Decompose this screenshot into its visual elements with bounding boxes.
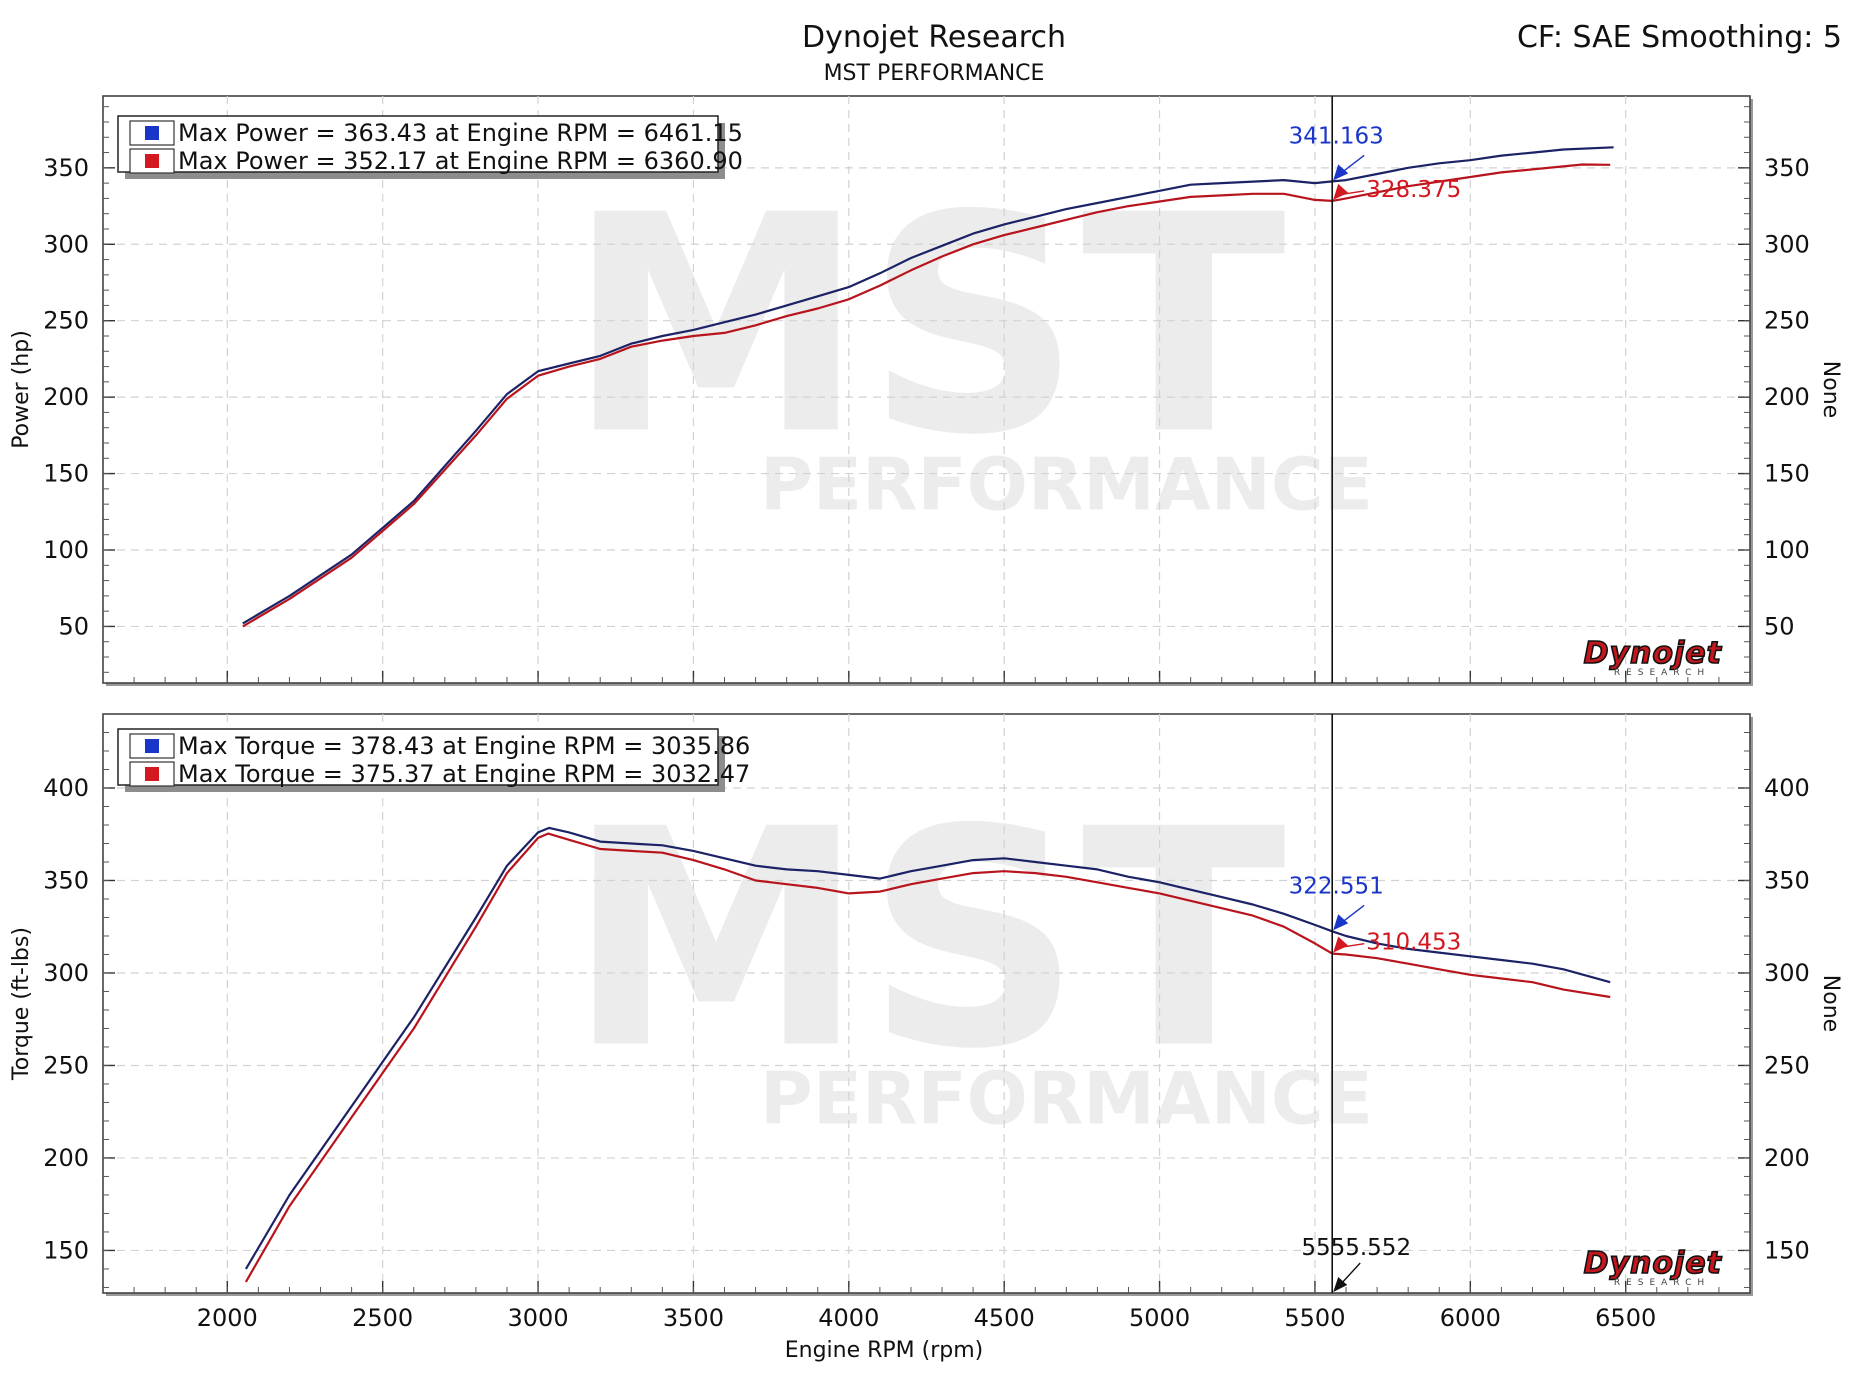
y-tick-label: 250 [43,1051,89,1079]
settings-label: CF: SAE Smoothing: 5 [1517,20,1842,55]
y-tick-label-right: 250 [1764,1051,1810,1079]
watermark-tagline: PERFORMANCE [760,1057,1373,1141]
plot-area [102,95,1751,684]
dynojet-logo-subtext: RESEARCH [1614,1278,1710,1288]
y-axis-title: Torque (ft-lbs) [9,927,34,1081]
y-tick-label-right: 150 [1764,1236,1810,1264]
chart-title: Dynojet Research [802,20,1066,55]
y-tick-label: 150 [43,1236,89,1264]
y-tick-label-right: 300 [1764,959,1810,987]
legend-entry: Max Power = 352.17 at Engine RPM = 6360.… [178,147,743,175]
y-tick-label: 350 [43,154,89,182]
series-line-run-1 [242,146,1614,625]
legend-entry: Max Torque = 375.37 at Engine RPM = 3032… [178,760,750,788]
x-tick-label: 6000 [1440,1304,1501,1332]
legend-entry: Max Torque = 378.43 at Engine RPM = 3035… [178,732,750,760]
cursor-value-label: 328.375 [1366,177,1461,203]
chart-subtitle: MST PERFORMANCE [824,61,1045,86]
x-tick-label: 4000 [818,1304,879,1332]
legend-swatch-run-2 [145,154,159,168]
legend-swatch-run-1 [145,739,159,753]
series-line-run-2 [244,832,1611,1283]
cursor-marker [1333,183,1349,200]
dynojet-logo-subtext: RESEARCH [1614,668,1710,678]
cursor-x-label: 5555.552 [1301,1235,1411,1261]
y-tick-label-right: 400 [1764,774,1810,802]
y-tick-label: 50 [58,612,89,640]
y-axis-title-right: None [1818,975,1843,1032]
legend [117,115,719,173]
x-tick-label: 3000 [508,1304,569,1332]
x-tick-label: 2000 [197,1304,258,1332]
legend-entry: Max Power = 363.43 at Engine RPM = 6461.… [178,119,743,147]
watermark-brand: MST [567,766,1288,1115]
series-line-run-1 [244,826,1611,1270]
y-tick-label-right: 200 [1764,383,1810,411]
x-tick-label: 4500 [974,1304,1035,1332]
x-axis-title: Engine RPM (rpm) [785,1338,984,1363]
watermark-tagline: PERFORMANCE [760,443,1373,527]
cursor-x-leader [1337,1262,1361,1288]
y-tick-label: 300 [43,959,89,987]
y-tick-label-right: 350 [1764,866,1810,894]
y-tick-label: 200 [43,1144,89,1172]
cursor-value-label: 322.551 [1289,873,1384,899]
y-axis-title-right: None [1818,361,1843,418]
y-tick-label: 300 [43,230,89,258]
legend-swatch-run-1 [145,126,159,140]
y-tick-label: 400 [43,774,89,802]
dynojet-logo: Dynojet [1584,636,1723,671]
y-tick-label: 150 [43,460,89,488]
y-tick-label-right: 100 [1764,536,1810,564]
dynojet-logo: Dynojet [1584,1246,1723,1281]
legend-swatch-run-2 [145,767,159,781]
y-tick-label-right: 300 [1764,230,1810,258]
cursor-value-label: 341.163 [1289,123,1384,149]
y-tick-label: 250 [43,307,89,335]
watermark-brand: MST [567,152,1288,501]
y-tick-label: 200 [43,383,89,411]
cursor-marker [1333,164,1349,181]
y-tick-label-right: 250 [1764,307,1810,335]
y-axis-title: Power (hp) [9,330,34,449]
x-tick-label: 6500 [1595,1304,1656,1332]
legend-swatch-box [129,148,175,174]
y-tick-label-right: 200 [1764,1144,1810,1172]
x-tick-label: 3500 [663,1304,724,1332]
plot-area [102,713,1751,1294]
x-tick-label: 2500 [352,1304,413,1332]
x-tick-label: 5500 [1284,1304,1345,1332]
y-tick-label-right: 50 [1764,612,1795,640]
y-tick-label-right: 350 [1764,154,1810,182]
cursor-marker [1333,914,1349,931]
y-tick-label: 100 [43,536,89,564]
y-tick-label: 350 [43,866,89,894]
series-line-run-2 [242,163,1611,628]
y-tick-label-right: 150 [1764,460,1810,488]
cursor-marker [1333,936,1349,953]
x-tick-label: 5000 [1129,1304,1190,1332]
legend [117,728,719,786]
cursor-value-label: 310.453 [1366,930,1461,956]
